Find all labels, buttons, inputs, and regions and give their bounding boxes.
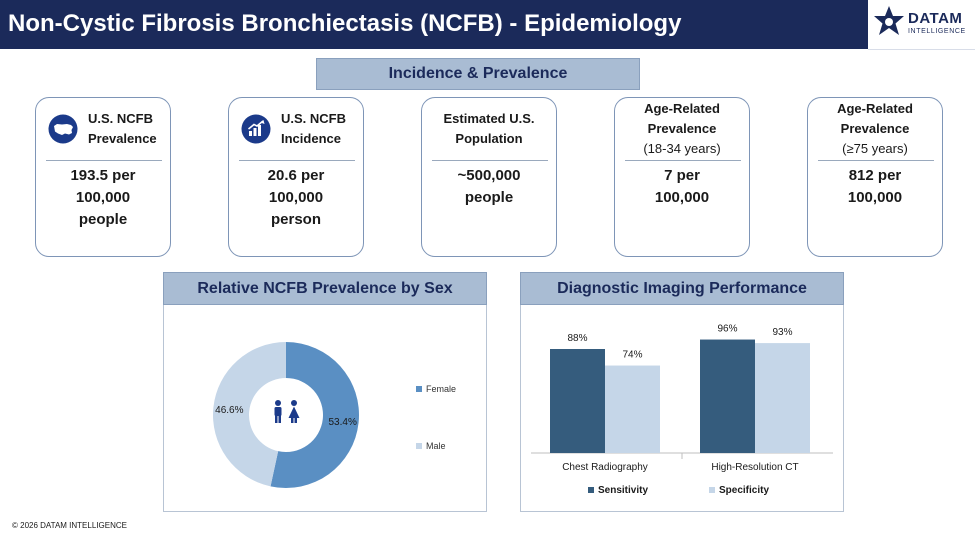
stat-card-label: Age-Related Prevalence (18-34 years) <box>643 99 720 159</box>
stat-card-label: Age-Related Prevalence (≥75 years) <box>837 99 913 159</box>
slice-value-label: 53.4% <box>328 417 356 428</box>
stat-card-value: 193.5 per 100,000 people <box>70 167 136 228</box>
logo-name: DATAM <box>908 10 963 27</box>
stat-card: Estimated U.S. Population ~500,000 people <box>421 97 557 257</box>
stat-card-label-line: Prevalence <box>840 121 910 136</box>
stat-card-value: 20.6 per 100,000 person <box>267 167 325 228</box>
section-title: Incidence & Prevalence <box>316 58 640 90</box>
us-map-icon <box>48 114 78 144</box>
stat-card-divider <box>46 160 162 161</box>
legend-item: Male <box>416 441 446 451</box>
legend-label: Female <box>426 384 457 394</box>
logo-subtitle: INTELLIGENCE <box>908 28 966 35</box>
sensitivity-bar <box>700 339 755 453</box>
sex-chart-title: Relative NCFB Prevalence by Sex <box>163 272 487 305</box>
stat-card-label-line: Estimated U.S. <box>443 111 535 126</box>
stat-card-label-line: Incidence <box>281 131 341 146</box>
stat-card-value: 7 per 100,000 <box>654 167 710 206</box>
stat-card-label-line: U.S. NCFB <box>88 111 153 126</box>
imaging-bar-chart: 88% 74% Chest Radiography 96% 93% High-Resolu… <box>531 324 833 496</box>
category-tick-label: High-Resolution CT <box>711 462 798 473</box>
stat-card-value: ~500,000 people <box>457 167 521 206</box>
stat-card-divider <box>625 160 741 161</box>
stat-card-label-line: U.S. NCFB <box>281 111 346 126</box>
specificity-bar <box>755 343 810 453</box>
stat-card-age-range: (≥75 years) <box>842 141 908 156</box>
page-title: Non-Cystic Fibrosis Bronchiectasis (NCFB… <box>8 10 682 37</box>
bar-value-label: 93% <box>772 327 792 338</box>
stat-card-label: U.S. NCFB Prevalence <box>88 109 157 149</box>
imaging-chart-title: Diagnostic Imaging Performance <box>520 272 844 305</box>
header-bar: Non-Cystic Fibrosis Bronchiectasis (NCFB… <box>0 0 868 49</box>
sex-donut-chart: 53.4% 46.6% <box>212 342 359 488</box>
stat-card: Age-Related Prevalence (≥75 years) 812 per … <box>807 97 943 257</box>
specificity-bar <box>605 365 660 453</box>
stat-card-divider <box>239 160 355 161</box>
people-icon <box>274 400 300 423</box>
stat-card-header: U.S. NCFB Incidence <box>229 98 363 160</box>
stat-card-header: Estimated U.S. Population <box>422 98 556 160</box>
legend-label: Male <box>426 441 446 451</box>
sensitivity-bar <box>550 349 605 453</box>
stat-card-header: Age-Related Prevalence (18-34 years) <box>615 98 749 160</box>
growth-chart-icon <box>241 114 271 144</box>
stat-card-label-line: Population <box>455 131 523 146</box>
legend-swatch <box>588 487 594 493</box>
legend-swatch <box>416 386 422 392</box>
bar-value-label: 74% <box>622 350 642 361</box>
stat-card: Age-Related Prevalence (18-34 years) 7 per … <box>614 97 750 257</box>
stat-card-label-line: Prevalence <box>647 121 717 136</box>
stat-card-value: 812 per 100,000 <box>847 167 903 206</box>
legend-swatch <box>416 443 422 449</box>
sex-prevalence-panel: Relative NCFB Prevalence by Sex 53.4% 46.… <box>163 272 487 512</box>
logo: DATAM INTELLIGENCE <box>868 0 975 50</box>
stat-card-header: Age-Related Prevalence (≥75 years) <box>808 98 942 160</box>
stat-card-divider <box>818 160 934 161</box>
legend-label: Specificity <box>719 485 769 496</box>
stat-card: U.S. NCFB Incidence 20.6 per 100,000 perso… <box>228 97 364 257</box>
legend-item: Female <box>416 384 456 394</box>
stat-card-divider <box>432 160 548 161</box>
stat-card-label-line: Age-Related <box>644 101 720 116</box>
stat-card-label-line: Prevalence <box>88 131 157 146</box>
stat-card: U.S. NCFB Prevalence 193.5 per 100,000 peo… <box>35 97 171 257</box>
stat-card-label: Estimated U.S. Population <box>443 109 534 149</box>
legend-swatch <box>709 487 715 493</box>
bar-value-label: 96% <box>717 324 737 335</box>
category-tick-label: Chest Radiography <box>562 462 648 473</box>
bar-value-label: 88% <box>567 333 587 344</box>
copyright: © 2026 DATAM INTELLIGENCE <box>12 521 127 530</box>
female-slice <box>270 342 359 488</box>
stat-card-age-range: (18-34 years) <box>643 141 721 156</box>
stat-card-header: U.S. NCFB Prevalence <box>36 98 170 160</box>
star-logo-icon <box>874 6 904 35</box>
stat-card-label: U.S. NCFB Incidence <box>281 109 346 149</box>
stat-card-label-line: Age-Related <box>837 101 913 116</box>
legend-label: Sensitivity <box>598 485 648 496</box>
slice-value-label: 46.6% <box>215 405 243 416</box>
male-slice <box>212 342 286 487</box>
imaging-panel: Diagnostic Imaging Performance 88% 74% Che… <box>520 272 844 512</box>
